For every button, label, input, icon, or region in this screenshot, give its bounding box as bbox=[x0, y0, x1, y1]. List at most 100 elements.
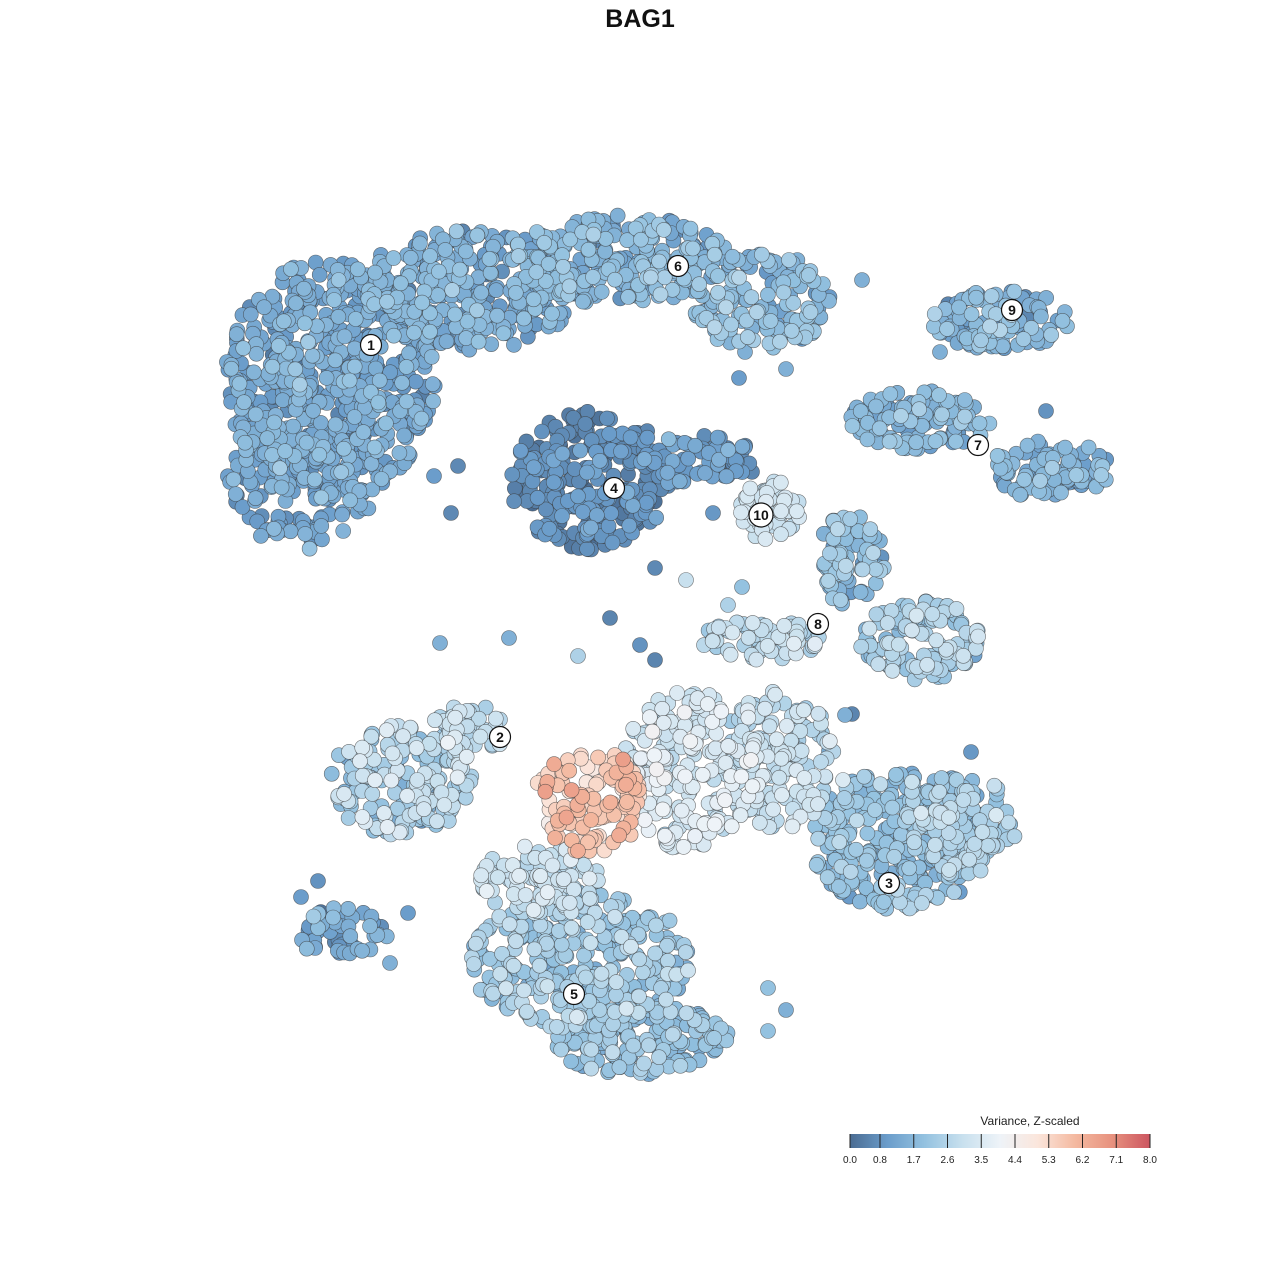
cell-point bbox=[590, 749, 606, 766]
cell-point bbox=[659, 464, 676, 481]
cell-point bbox=[285, 418, 301, 435]
cell-point bbox=[495, 325, 512, 342]
cell-point bbox=[579, 541, 595, 557]
cell-point bbox=[318, 370, 335, 386]
cell-point bbox=[1016, 471, 1032, 488]
cell-point bbox=[1068, 467, 1085, 483]
cell-point bbox=[429, 813, 445, 830]
svg-text:5: 5 bbox=[570, 986, 578, 1002]
cell-point bbox=[425, 393, 441, 409]
cell-point bbox=[820, 572, 837, 589]
cell-point bbox=[956, 392, 973, 408]
cell-point bbox=[778, 1002, 794, 1018]
cell-point bbox=[796, 770, 813, 786]
cell-point bbox=[717, 792, 733, 809]
cell-point bbox=[757, 531, 774, 547]
cell-point bbox=[892, 894, 908, 911]
cell-point bbox=[722, 646, 739, 663]
cell-point bbox=[743, 289, 760, 306]
cell-point bbox=[447, 306, 463, 323]
cell-point bbox=[884, 799, 901, 816]
cell-point bbox=[581, 890, 598, 907]
cell-point bbox=[705, 505, 721, 521]
cell-point bbox=[932, 344, 948, 360]
cell-point bbox=[510, 248, 527, 264]
cell-point bbox=[412, 235, 428, 252]
cell-point bbox=[310, 873, 326, 889]
cell-point bbox=[409, 772, 426, 788]
cell-point bbox=[423, 349, 440, 365]
cell-point bbox=[553, 1041, 569, 1058]
cell-point bbox=[448, 223, 465, 240]
colorbar-tick-label: 7.1 bbox=[1109, 1155, 1123, 1166]
cell-point bbox=[538, 501, 554, 518]
cell-point bbox=[624, 497, 641, 514]
cell-point bbox=[778, 718, 795, 734]
cell-point bbox=[760, 286, 776, 303]
cell-point bbox=[275, 313, 292, 330]
cell-point bbox=[848, 812, 865, 829]
cell-point bbox=[1080, 439, 1097, 456]
cell-point bbox=[901, 860, 918, 877]
cell-point bbox=[966, 836, 983, 852]
cell-point bbox=[1033, 308, 1049, 325]
cell-point bbox=[247, 406, 264, 423]
cell-point bbox=[585, 226, 602, 243]
cell-point bbox=[330, 308, 347, 325]
cell-point bbox=[623, 938, 639, 955]
cell-point bbox=[539, 978, 556, 995]
cell-point bbox=[639, 429, 656, 446]
cell-point bbox=[512, 442, 529, 459]
cell-point bbox=[248, 345, 265, 362]
cell-point bbox=[765, 801, 781, 818]
cell-point bbox=[893, 826, 909, 843]
cell-point bbox=[562, 231, 579, 248]
cell-point bbox=[576, 947, 592, 964]
cell-point bbox=[734, 438, 751, 455]
cell-point bbox=[740, 629, 757, 646]
cell-point bbox=[447, 709, 464, 726]
cell-point bbox=[544, 305, 560, 322]
cell-point bbox=[761, 718, 778, 735]
cell-point bbox=[526, 941, 543, 958]
cell-point bbox=[893, 408, 909, 424]
cell-point bbox=[710, 619, 727, 636]
cell-point bbox=[473, 867, 490, 884]
cell-point bbox=[762, 313, 779, 329]
cell-point bbox=[458, 748, 475, 765]
cell-point bbox=[677, 768, 693, 785]
cell-point bbox=[941, 809, 957, 826]
cell-point bbox=[583, 519, 599, 536]
cell-point bbox=[336, 786, 352, 802]
cell-point bbox=[890, 636, 907, 653]
cell-point bbox=[539, 884, 556, 901]
cell-point bbox=[711, 451, 727, 468]
cell-point bbox=[246, 364, 262, 381]
cell-point bbox=[555, 871, 572, 888]
cell-point bbox=[604, 534, 621, 551]
colorbar-tick-label: 1.7 bbox=[907, 1155, 921, 1166]
cell-point bbox=[563, 782, 580, 798]
cell-point bbox=[426, 468, 442, 484]
cell-point bbox=[549, 1019, 565, 1035]
cell-point bbox=[648, 761, 665, 778]
cell-point bbox=[270, 338, 287, 354]
cell-point bbox=[783, 322, 800, 339]
cell-point bbox=[407, 373, 424, 390]
cell-point bbox=[370, 394, 387, 411]
cell-point bbox=[888, 766, 904, 783]
cell-point bbox=[613, 928, 630, 945]
cell-point bbox=[481, 251, 498, 267]
cell-point bbox=[881, 433, 898, 450]
cell-point bbox=[760, 1023, 776, 1039]
cell-point bbox=[440, 734, 456, 751]
cell-point bbox=[904, 774, 920, 790]
cell-point bbox=[680, 962, 696, 979]
colorbar-tick-label: 6.2 bbox=[1076, 1155, 1090, 1166]
cell-point bbox=[572, 442, 588, 459]
cell-point bbox=[593, 284, 610, 300]
cell-point bbox=[640, 1037, 657, 1054]
cell-point bbox=[641, 709, 658, 726]
cell-point bbox=[408, 740, 425, 756]
